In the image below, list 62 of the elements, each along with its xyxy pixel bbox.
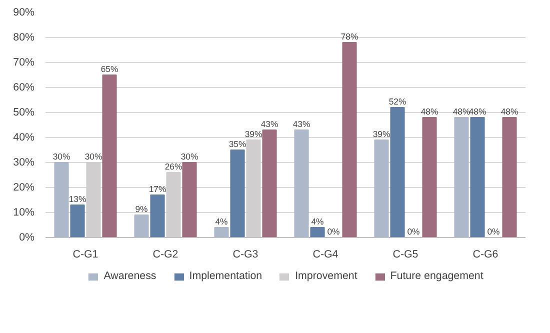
data-label: 35% [228, 139, 246, 149]
y-tick-label: 30% [13, 156, 36, 168]
data-label: 78% [340, 32, 358, 42]
data-label: 0% [327, 226, 340, 236]
data-label: 0% [487, 226, 500, 236]
x-tick-label: C-G3 [232, 248, 258, 260]
bar [470, 117, 485, 238]
bar [310, 227, 325, 238]
data-label: 30% [180, 152, 198, 162]
bar [294, 130, 309, 238]
data-label: 26% [164, 162, 182, 172]
legend-label: Awareness [104, 270, 156, 282]
x-tick-label: C-G4 [312, 248, 338, 260]
data-label: 43% [292, 119, 310, 129]
legend-label: Future engagement [390, 270, 484, 282]
y-tick-label: 40% [13, 132, 36, 144]
y-tick-label: 20% [13, 182, 36, 194]
x-tick-label: C-G6 [472, 248, 498, 260]
bar [262, 130, 277, 238]
y-tick-label: 90% [13, 6, 36, 18]
y-tick-label: 10% [13, 206, 36, 218]
bar [102, 74, 117, 238]
data-label: 48% [500, 106, 518, 116]
bar [70, 204, 85, 238]
data-label: 30% [84, 152, 102, 162]
data-label: 48% [468, 106, 486, 116]
bar [422, 117, 437, 238]
data-label: 48% [420, 106, 438, 116]
bar [134, 214, 149, 238]
x-tick-label: C-G5 [392, 248, 418, 260]
data-label: 48% [452, 106, 470, 116]
y-tick-label: 50% [13, 106, 36, 118]
y-tick-label: 60% [13, 82, 36, 94]
bar [374, 140, 389, 238]
x-tick-label: C-G1 [72, 248, 98, 260]
bar [230, 150, 245, 238]
bar [454, 117, 469, 238]
data-label: 4% [311, 216, 324, 226]
y-tick-label: 70% [13, 56, 36, 68]
data-label: 65% [100, 64, 118, 74]
bar [54, 162, 69, 238]
data-label: 17% [148, 184, 166, 194]
legend-label: Implementation [189, 270, 262, 282]
data-label: 39% [244, 129, 262, 139]
data-label: 9% [135, 204, 148, 214]
x-tick-label: C-G2 [152, 248, 178, 260]
data-label: 39% [372, 129, 390, 139]
bar [342, 42, 357, 238]
bar [502, 117, 517, 238]
bar [182, 162, 197, 238]
data-label: 4% [215, 216, 228, 226]
y-tick-label: 0% [19, 232, 36, 244]
data-label: 0% [407, 226, 420, 236]
legend-label: Improvement [295, 270, 358, 282]
bar [150, 194, 165, 238]
data-label: 52% [388, 96, 406, 106]
data-label: 30% [52, 152, 70, 162]
bar [214, 227, 229, 238]
bar [390, 107, 405, 238]
data-label: 13% [68, 194, 86, 204]
y-tick-label: 80% [13, 32, 36, 44]
data-label: 43% [260, 119, 278, 129]
